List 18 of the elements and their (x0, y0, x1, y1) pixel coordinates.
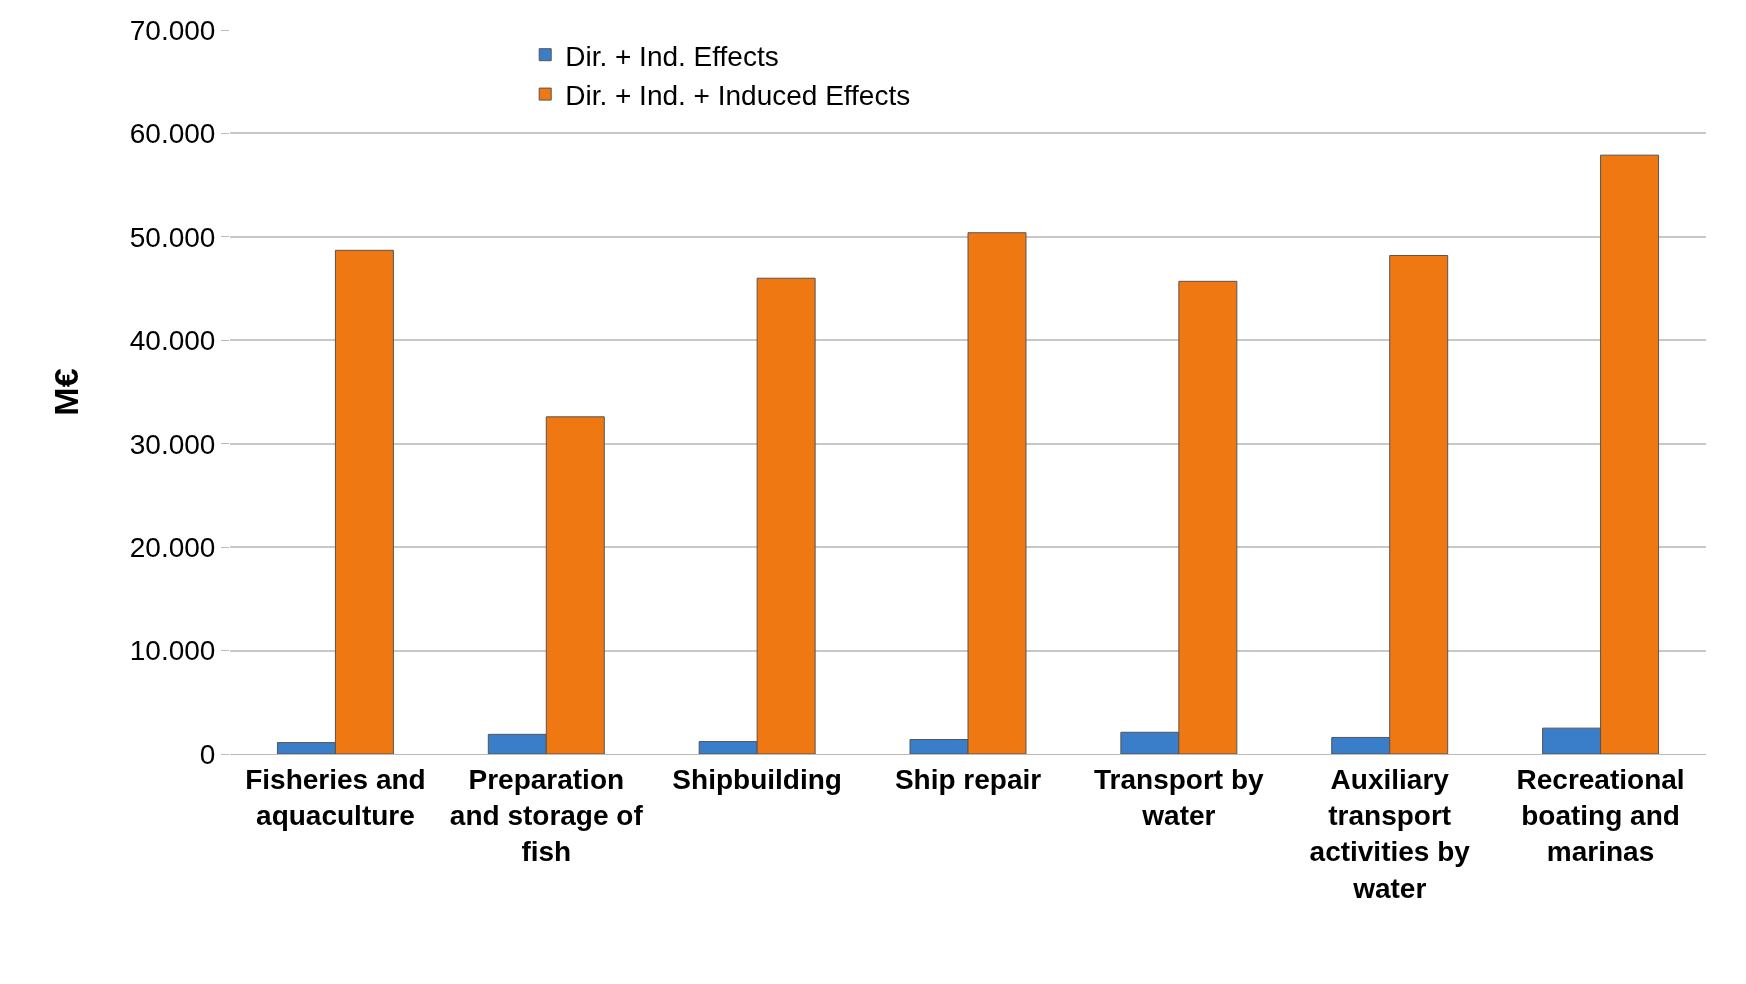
y-tick-label: 20.000 (129, 531, 216, 563)
y-tick-label: 10.000 (129, 635, 216, 667)
y-tick-label: 0 (199, 738, 216, 770)
legend-label: Dir. + Ind. + Induced Effects (565, 80, 911, 112)
y-tick-label: 70.000 (129, 14, 216, 46)
y-tick-label: 30.000 (129, 428, 216, 460)
x-tick-label: Auxiliary transport activities by water (1309, 763, 1471, 904)
y-axis-title: M€ (47, 368, 86, 416)
y-tick-label: 40.000 (129, 325, 216, 357)
x-tick-label: Transport by water (1094, 763, 1265, 831)
x-tick-label: Recreational boating and marinas (1516, 763, 1685, 868)
x-tick-label: Preparation and storage of fish (449, 763, 644, 868)
y-tick-label: 50.000 (129, 221, 216, 253)
legend-label: Dir. + Ind. Effects (565, 40, 779, 72)
x-tick-label: Ship repair (894, 763, 1042, 795)
x-tick-label: Shipbuilding (672, 763, 842, 795)
x-tick-label: Fisheries and aquaculture (245, 763, 426, 831)
y-tick-label: 60.000 (129, 118, 216, 150)
